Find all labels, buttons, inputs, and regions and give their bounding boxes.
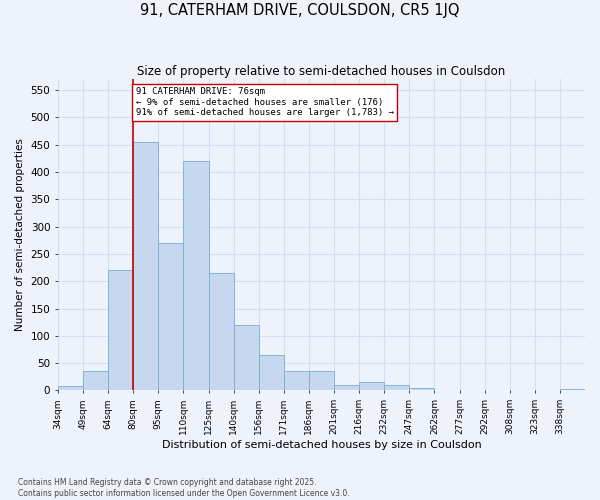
- Y-axis label: Number of semi-detached properties: Number of semi-detached properties: [15, 138, 25, 331]
- Bar: [560, 389, 585, 390]
- Bar: [108, 270, 133, 390]
- Bar: [58, 386, 83, 390]
- Bar: [209, 273, 233, 390]
- Text: 91, CATERHAM DRIVE, COULSDON, CR5 1JQ: 91, CATERHAM DRIVE, COULSDON, CR5 1JQ: [140, 2, 460, 18]
- Text: Contains HM Land Registry data © Crown copyright and database right 2025.
Contai: Contains HM Land Registry data © Crown c…: [18, 478, 350, 498]
- Title: Size of property relative to semi-detached houses in Coulsdon: Size of property relative to semi-detach…: [137, 65, 506, 78]
- Text: 91 CATERHAM DRIVE: 76sqm
← 9% of semi-detached houses are smaller (176)
91% of s: 91 CATERHAM DRIVE: 76sqm ← 9% of semi-de…: [136, 88, 394, 117]
- Bar: [409, 388, 434, 390]
- Bar: [334, 385, 359, 390]
- Bar: [309, 372, 334, 390]
- Bar: [259, 355, 284, 390]
- Bar: [83, 372, 108, 390]
- Bar: [233, 325, 259, 390]
- Bar: [133, 142, 158, 390]
- Bar: [359, 382, 384, 390]
- Bar: [284, 372, 309, 390]
- Bar: [184, 161, 209, 390]
- Bar: [384, 385, 409, 390]
- X-axis label: Distribution of semi-detached houses by size in Coulsdon: Distribution of semi-detached houses by …: [161, 440, 481, 450]
- Bar: [158, 243, 184, 390]
